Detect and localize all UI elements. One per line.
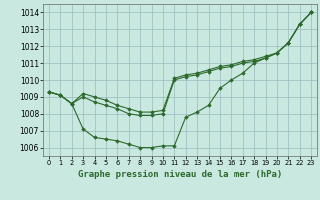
X-axis label: Graphe pression niveau de la mer (hPa): Graphe pression niveau de la mer (hPa) xyxy=(78,170,282,179)
